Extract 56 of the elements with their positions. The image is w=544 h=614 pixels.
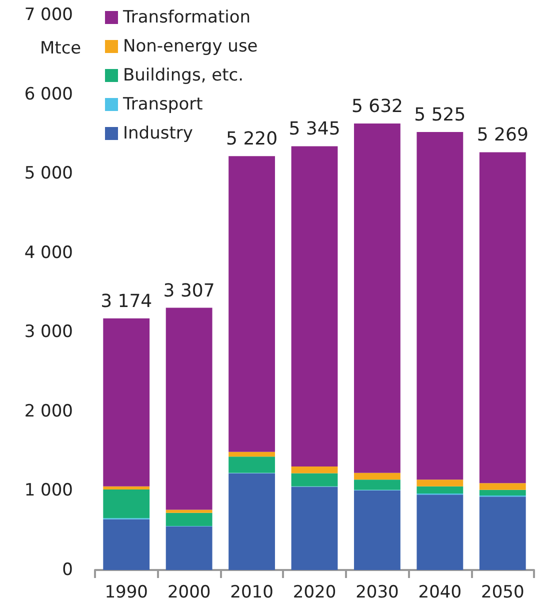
bar	[416, 486, 464, 494]
x-tick-label: 2020	[292, 582, 336, 602]
total-label: 3 307	[163, 280, 215, 302]
bar	[166, 510, 212, 513]
bar	[166, 526, 212, 570]
x-tick-label: 2050	[481, 582, 524, 602]
legend-label: Non-energy use	[123, 36, 258, 56]
total-label: 5 269	[476, 124, 528, 146]
x-tick-label: 1990	[104, 582, 148, 602]
total-label: 5 345	[288, 118, 340, 140]
bar	[291, 486, 338, 570]
y-tick-label: 0	[62, 560, 73, 580]
x-tick-label: 2040	[418, 582, 462, 602]
bar	[103, 318, 150, 486]
legend-label: Transformation	[122, 8, 251, 28]
total-label: 5 632	[351, 96, 403, 117]
bar	[228, 473, 275, 570]
x-tick-label: 2030	[356, 582, 399, 602]
y-tick-label: 4 000	[24, 242, 73, 263]
bar	[416, 132, 464, 480]
bar	[354, 472, 400, 480]
bar	[228, 452, 275, 457]
legend-label: Buildings, etc.	[123, 66, 244, 86]
bar	[354, 480, 400, 490]
bar	[479, 483, 526, 490]
bar	[103, 519, 150, 570]
x-tick-label: 2000	[167, 582, 211, 602]
bar	[291, 473, 338, 486]
bar	[166, 308, 212, 510]
bar	[416, 480, 464, 486]
bar	[479, 490, 526, 496]
bar	[354, 123, 400, 473]
y-tick-label: 3 000	[24, 322, 73, 342]
bar	[228, 456, 275, 473]
bar	[291, 466, 338, 474]
total-label: 5 525	[414, 104, 466, 126]
bar	[166, 512, 212, 526]
y-tick-label: 5 000	[24, 164, 73, 184]
legend-label: Transport	[122, 94, 204, 114]
y-tick-label: 2 000	[24, 401, 73, 422]
bar	[479, 152, 526, 484]
total-label: 3 174	[100, 290, 152, 312]
bar	[354, 490, 400, 570]
legend-label: Industry	[123, 124, 193, 144]
y-axis-title: Mtce	[40, 38, 82, 58]
bar	[103, 486, 150, 490]
y-tick-label: 1 000	[24, 480, 73, 501]
y-tick-label: 7 000	[24, 5, 73, 25]
bar	[103, 490, 150, 518]
bar	[228, 156, 275, 452]
y-tick-label: 6 000	[24, 84, 73, 104]
total-label: 5 220	[226, 128, 278, 150]
x-tick-label: 2010	[230, 582, 274, 602]
bar	[291, 146, 338, 467]
bar	[416, 494, 464, 570]
bar	[479, 496, 526, 570]
